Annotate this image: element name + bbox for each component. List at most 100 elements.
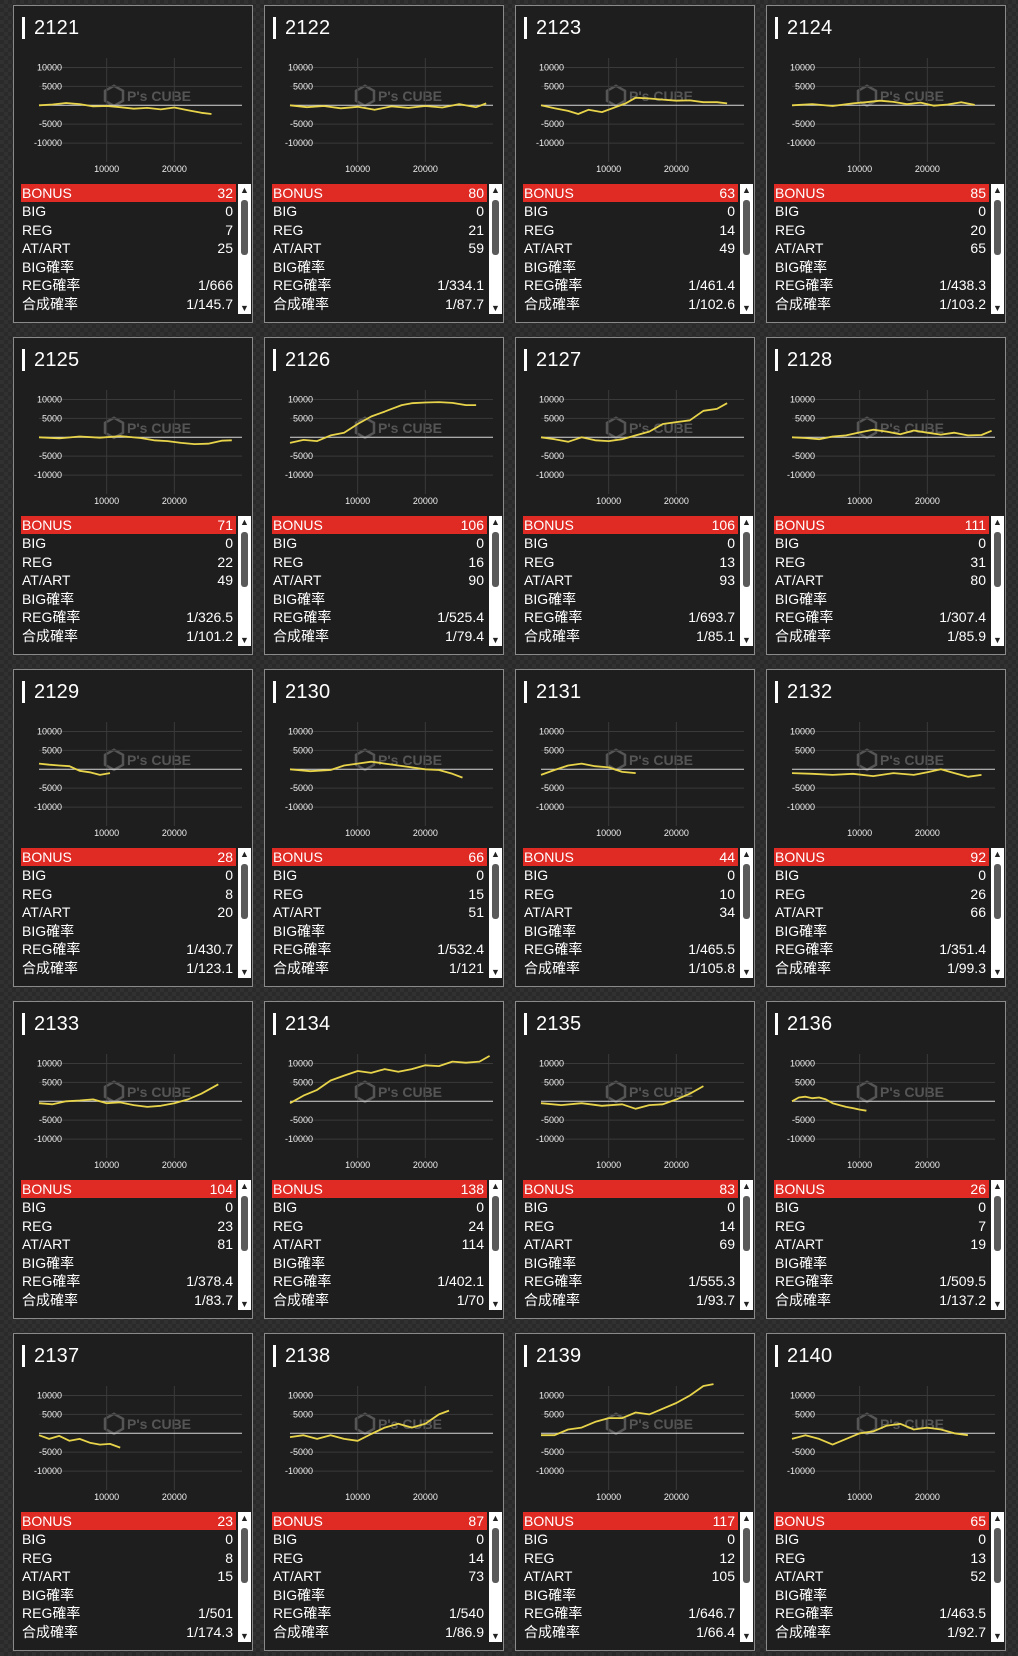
stats-scrollbar[interactable]: ▲ ▼ — [238, 848, 251, 978]
scroll-up-arrow-icon[interactable]: ▲ — [491, 185, 500, 195]
scroll-thumb[interactable] — [492, 532, 499, 587]
stats-scrollbar[interactable]: ▲ ▼ — [238, 184, 251, 314]
scroll-down-arrow-icon[interactable]: ▼ — [993, 635, 1002, 645]
stats-scrollbar[interactable]: ▲ ▼ — [238, 516, 251, 646]
scroll-down-arrow-icon[interactable]: ▼ — [491, 1631, 500, 1641]
machine-card[interactable]: 2130 P's CUBE 10000 5000 -5000 -10000 10000 200… — [264, 669, 504, 987]
scroll-up-arrow-icon[interactable]: ▲ — [993, 1181, 1002, 1191]
machine-card[interactable]: 2136 P's CUBE 10000 5000 -5000 -10000 10000 200… — [766, 1001, 1006, 1319]
stats-scrollbar[interactable]: ▲ ▼ — [238, 1180, 251, 1310]
scroll-down-arrow-icon[interactable]: ▼ — [491, 303, 500, 313]
scroll-thumb[interactable] — [492, 1196, 499, 1251]
scroll-thumb[interactable] — [241, 1528, 248, 1583]
scroll-up-arrow-icon[interactable]: ▲ — [742, 517, 751, 527]
scroll-down-arrow-icon[interactable]: ▼ — [240, 303, 249, 313]
scroll-thumb[interactable] — [241, 532, 248, 587]
machine-card[interactable]: 2140 P's CUBE 10000 5000 -5000 -10000 10000 200… — [766, 1333, 1006, 1651]
scroll-down-arrow-icon[interactable]: ▼ — [491, 967, 500, 977]
scroll-thumb[interactable] — [241, 1196, 248, 1251]
stats-scrollbar[interactable]: ▲ ▼ — [489, 516, 502, 646]
scroll-down-arrow-icon[interactable]: ▼ — [742, 303, 751, 313]
stats-scrollbar[interactable]: ▲ ▼ — [991, 1512, 1004, 1642]
scroll-up-arrow-icon[interactable]: ▲ — [993, 849, 1002, 859]
scroll-up-arrow-icon[interactable]: ▲ — [491, 1181, 500, 1191]
machine-card[interactable]: 2139 P's CUBE 10000 5000 -5000 -10000 10000 200… — [515, 1333, 755, 1651]
machine-card[interactable]: 2123 P's CUBE 10000 5000 -5000 -10000 10000 200… — [515, 5, 755, 323]
scroll-down-arrow-icon[interactable]: ▼ — [993, 967, 1002, 977]
scroll-down-arrow-icon[interactable]: ▼ — [993, 1631, 1002, 1641]
scroll-down-arrow-icon[interactable]: ▼ — [240, 1299, 249, 1309]
machine-card[interactable]: 2122 P's CUBE 10000 5000 -5000 -10000 10000 200… — [264, 5, 504, 323]
scroll-thumb[interactable] — [241, 200, 248, 255]
scroll-thumb[interactable] — [743, 864, 750, 919]
machine-card[interactable]: 2134 P's CUBE 10000 5000 -5000 -10000 10000 200… — [264, 1001, 504, 1319]
scroll-thumb[interactable] — [743, 532, 750, 587]
stats-scrollbar[interactable]: ▲ ▼ — [740, 1180, 753, 1310]
machine-card[interactable]: 2127 P's CUBE 10000 5000 -5000 -10000 10000 200… — [515, 337, 755, 655]
scroll-thumb[interactable] — [743, 1196, 750, 1251]
machine-card[interactable]: 2124 P's CUBE 10000 5000 -5000 -10000 10000 200… — [766, 5, 1006, 323]
stats-scrollbar[interactable]: ▲ ▼ — [489, 184, 502, 314]
machine-card[interactable]: 2135 P's CUBE 10000 5000 -5000 -10000 10000 200… — [515, 1001, 755, 1319]
scroll-down-arrow-icon[interactable]: ▼ — [742, 967, 751, 977]
machine-card[interactable]: 2129 P's CUBE 10000 5000 -5000 -10000 10000 200… — [13, 669, 253, 987]
scroll-up-arrow-icon[interactable]: ▲ — [491, 1513, 500, 1523]
scroll-up-arrow-icon[interactable]: ▲ — [491, 517, 500, 527]
scroll-down-arrow-icon[interactable]: ▼ — [491, 635, 500, 645]
stats-scrollbar[interactable]: ▲ ▼ — [740, 848, 753, 978]
scroll-up-arrow-icon[interactable]: ▲ — [240, 1181, 249, 1191]
scroll-down-arrow-icon[interactable]: ▼ — [240, 967, 249, 977]
scroll-thumb[interactable] — [492, 200, 499, 255]
scroll-up-arrow-icon[interactable]: ▲ — [491, 849, 500, 859]
scroll-down-arrow-icon[interactable]: ▼ — [742, 1631, 751, 1641]
stats-scrollbar[interactable]: ▲ ▼ — [489, 1512, 502, 1642]
scroll-up-arrow-icon[interactable]: ▲ — [240, 185, 249, 195]
scroll-up-arrow-icon[interactable]: ▲ — [993, 1513, 1002, 1523]
scroll-thumb[interactable] — [994, 200, 1001, 255]
stats-scrollbar[interactable]: ▲ ▼ — [489, 848, 502, 978]
machine-card[interactable]: 2137 P's CUBE 10000 5000 -5000 -10000 10000 200… — [13, 1333, 253, 1651]
scroll-down-arrow-icon[interactable]: ▼ — [993, 1299, 1002, 1309]
stats-scrollbar[interactable]: ▲ ▼ — [740, 184, 753, 314]
scroll-down-arrow-icon[interactable]: ▼ — [491, 1299, 500, 1309]
stats-scrollbar[interactable]: ▲ ▼ — [991, 516, 1004, 646]
scroll-thumb[interactable] — [994, 532, 1001, 587]
scroll-up-arrow-icon[interactable]: ▲ — [240, 517, 249, 527]
scroll-up-arrow-icon[interactable]: ▲ — [742, 185, 751, 195]
scroll-thumb[interactable] — [492, 1528, 499, 1583]
stats-scrollbar[interactable]: ▲ ▼ — [238, 1512, 251, 1642]
scroll-thumb[interactable] — [994, 864, 1001, 919]
scroll-down-arrow-icon[interactable]: ▼ — [742, 635, 751, 645]
machine-card[interactable]: 2131 P's CUBE 10000 5000 -5000 -10000 10000 200… — [515, 669, 755, 987]
machine-card[interactable]: 2128 P's CUBE 10000 5000 -5000 -10000 10000 200… — [766, 337, 1006, 655]
machine-card[interactable]: 2132 P's CUBE 10000 5000 -5000 -10000 10000 200… — [766, 669, 1006, 987]
stats-scrollbar[interactable]: ▲ ▼ — [991, 848, 1004, 978]
scroll-down-arrow-icon[interactable]: ▼ — [742, 1299, 751, 1309]
stats-scrollbar[interactable]: ▲ ▼ — [991, 184, 1004, 314]
machine-card[interactable]: 2138 P's CUBE 10000 5000 -5000 -10000 10000 200… — [264, 1333, 504, 1651]
machine-card[interactable]: 2121 P's CUBE 10000 5000 -5000 -10000 10000 200… — [13, 5, 253, 323]
scroll-up-arrow-icon[interactable]: ▲ — [240, 849, 249, 859]
scroll-up-arrow-icon[interactable]: ▲ — [240, 1513, 249, 1523]
stats-scrollbar[interactable]: ▲ ▼ — [991, 1180, 1004, 1310]
scroll-thumb[interactable] — [743, 200, 750, 255]
machine-card[interactable]: 2125 P's CUBE 10000 5000 -5000 -10000 10000 200… — [13, 337, 253, 655]
scroll-down-arrow-icon[interactable]: ▼ — [240, 1631, 249, 1641]
scroll-up-arrow-icon[interactable]: ▲ — [993, 517, 1002, 527]
scroll-thumb[interactable] — [994, 1528, 1001, 1583]
machine-card[interactable]: 2133 P's CUBE 10000 5000 -5000 -10000 10000 200… — [13, 1001, 253, 1319]
scroll-thumb[interactable] — [994, 1196, 1001, 1251]
scroll-up-arrow-icon[interactable]: ▲ — [742, 849, 751, 859]
scroll-thumb[interactable] — [492, 864, 499, 919]
stats-scrollbar[interactable]: ▲ ▼ — [740, 1512, 753, 1642]
scroll-up-arrow-icon[interactable]: ▲ — [993, 185, 1002, 195]
scroll-down-arrow-icon[interactable]: ▼ — [993, 303, 1002, 313]
scroll-down-arrow-icon[interactable]: ▼ — [240, 635, 249, 645]
stats-scrollbar[interactable]: ▲ ▼ — [740, 516, 753, 646]
machine-card[interactable]: 2126 P's CUBE 10000 5000 -5000 -10000 10000 200… — [264, 337, 504, 655]
scroll-thumb[interactable] — [241, 864, 248, 919]
scroll-up-arrow-icon[interactable]: ▲ — [742, 1181, 751, 1191]
stats-scrollbar[interactable]: ▲ ▼ — [489, 1180, 502, 1310]
scroll-thumb[interactable] — [743, 1528, 750, 1583]
scroll-up-arrow-icon[interactable]: ▲ — [742, 1513, 751, 1523]
